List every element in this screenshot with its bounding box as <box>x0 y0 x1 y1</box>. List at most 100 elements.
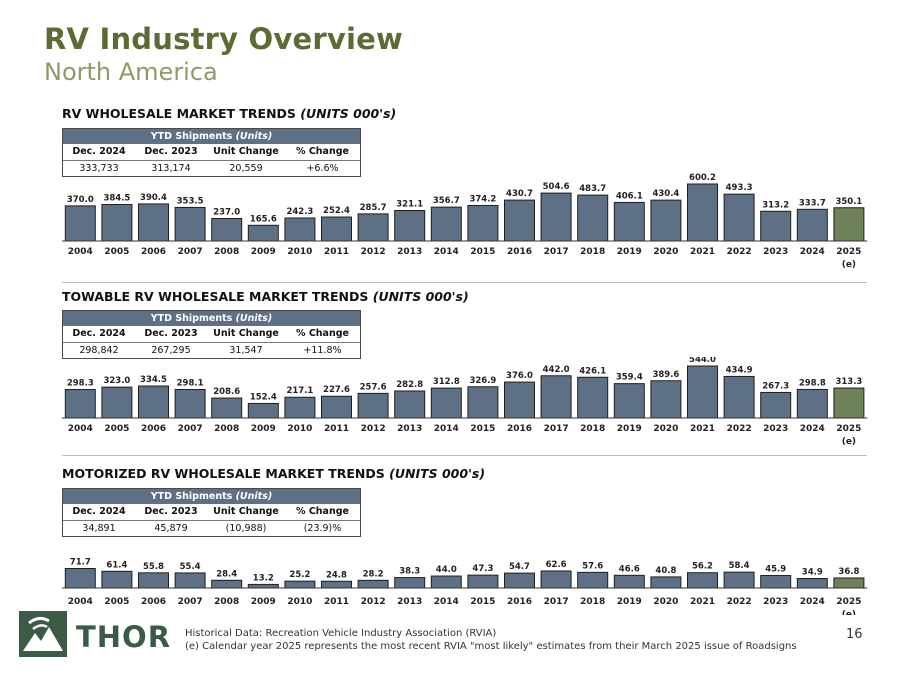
bar-2015 <box>467 386 499 419</box>
tick-label-2012: 2012 <box>361 424 386 434</box>
bar-2012 <box>357 392 389 419</box>
tick-label-2015: 2015 <box>470 424 495 434</box>
bar-2018 <box>577 571 609 589</box>
bar-2009 <box>247 583 279 589</box>
tick-label-2004: 2004 <box>68 247 93 257</box>
tick-label-2009: 2009 <box>251 424 276 434</box>
wholesale-bar-chart: 370.0 2004 384.5 2005 390.4 2006 353.5 2007 237.… <box>62 173 868 270</box>
bar-2013 <box>394 390 426 419</box>
ytd-value-pct-change: +6.6% <box>306 163 339 174</box>
bar-2006 <box>138 572 169 589</box>
bar-2019 <box>613 574 645 589</box>
bar-2006 <box>138 203 169 242</box>
data-label-2022: 58.4 <box>729 561 750 571</box>
tick-label-2021: 2021 <box>690 247 715 257</box>
data-label-2006: 334.5 <box>140 375 167 385</box>
page-number: 16 <box>846 627 863 642</box>
tick-label-2014: 2014 <box>434 247 459 257</box>
ytd-header-unit-change: Unit Change <box>213 506 279 517</box>
data-label-2008: 28.4 <box>216 569 237 579</box>
data-label-2015: 374.2 <box>469 194 496 204</box>
ytd-header-dec-2024: Dec. 2024 <box>72 328 126 339</box>
data-label-2023: 45.9 <box>765 565 786 575</box>
ytd-header-dec-2023: Dec. 2023 <box>144 506 198 517</box>
tick-label-2007: 2007 <box>178 424 203 434</box>
bar-2005 <box>101 386 133 419</box>
bar-2023 <box>760 575 792 589</box>
ytd-value-unit-change: (10,988) <box>225 523 267 534</box>
tick-label-2016: 2016 <box>507 424 532 434</box>
tick-label-2009: 2009 <box>251 247 276 257</box>
section-heading-motorized: MOTORIZED RV WHOLESALE MARKET TRENDS (UN… <box>62 466 485 481</box>
tick-label-2021: 2021 <box>690 424 715 434</box>
data-label-2007: 298.1 <box>177 379 204 389</box>
section-heading-text: TOWABLE RV WHOLESALE MARKET TRENDS <box>62 289 373 304</box>
tick-label-2012: 2012 <box>361 247 386 257</box>
bar-2004 <box>64 388 96 419</box>
data-label-2004: 71.7 <box>70 558 91 568</box>
data-label-2025: 313.3 <box>835 377 862 387</box>
tick-label-2018: 2018 <box>580 424 605 434</box>
tick-label-2022: 2022 <box>727 247 752 257</box>
tick-label-2012: 2012 <box>361 597 386 607</box>
data-label-2012: 28.2 <box>363 569 384 579</box>
ytd-value-dec-2023: 267,295 <box>151 345 191 356</box>
section-heading-units: (UNITS 000's) <box>372 289 469 304</box>
tick-label-2025: 2025 <box>836 424 861 434</box>
tick-label-2014: 2014 <box>434 597 459 607</box>
tick-label-2025: 2025 <box>836 597 861 607</box>
data-label-2006: 55.8 <box>143 562 164 572</box>
ytd-header-pct-change: % Change <box>296 506 349 517</box>
data-label-2023: 267.3 <box>762 381 789 391</box>
tick-label-2018: 2018 <box>580 247 605 257</box>
tick-label-2013: 2013 <box>397 424 422 434</box>
ytd-value-dec-2024: 298,842 <box>79 345 119 356</box>
tick-label-2024: 2024 <box>800 247 825 257</box>
thor-logo-text: THOR <box>76 620 172 654</box>
tick-label-2004: 2004 <box>68 597 93 607</box>
data-label-2021: 544.0 <box>689 357 716 365</box>
data-label-2017: 442.0 <box>543 365 570 375</box>
bar-2017 <box>540 570 572 589</box>
tick-label-2017: 2017 <box>544 597 569 607</box>
ytd-value-unit-change: 20,559 <box>229 163 263 174</box>
bar-2015 <box>467 204 499 242</box>
bar-2008 <box>211 217 243 242</box>
bar-2004 <box>64 205 96 242</box>
bar-2007 <box>174 389 206 419</box>
data-label-2013: 321.1 <box>396 200 423 210</box>
data-label-2018: 483.7 <box>579 184 606 194</box>
page-subtitle: North America <box>44 58 218 86</box>
data-label-2014: 356.7 <box>433 196 460 206</box>
tick-label-2010: 2010 <box>287 247 312 257</box>
tick-estimate-label: (e) <box>842 437 856 447</box>
ytd-header-unit-change: Unit Change <box>213 328 279 339</box>
bar-2007 <box>174 206 206 242</box>
data-label-2023: 313.2 <box>762 200 789 210</box>
data-label-2007: 55.4 <box>180 562 201 572</box>
tick-label-2017: 2017 <box>544 424 569 434</box>
tick-label-2015: 2015 <box>470 597 495 607</box>
tick-label-2022: 2022 <box>727 597 752 607</box>
data-label-2016: 376.0 <box>506 371 533 381</box>
bar-2025 <box>833 577 865 589</box>
section-heading-text: MOTORIZED RV WHOLESALE MARKET TRENDS <box>62 466 390 481</box>
data-label-2018: 426.1 <box>579 366 606 376</box>
bar-2009 <box>247 402 279 419</box>
bar-2010 <box>284 217 316 242</box>
data-label-2012: 285.7 <box>360 203 387 213</box>
ytd-value-pct-change: (23.9)% <box>303 523 342 534</box>
tick-label-2007: 2007 <box>178 597 203 607</box>
ytd-caption: YTD Shipments (Units) <box>63 311 360 326</box>
bar-2017 <box>540 375 572 419</box>
data-label-2024: 34.9 <box>802 568 823 578</box>
data-label-2013: 282.8 <box>396 380 423 390</box>
data-label-2009: 165.6 <box>250 214 277 224</box>
tick-label-2023: 2023 <box>763 424 788 434</box>
tick-label-2005: 2005 <box>104 597 129 607</box>
data-label-2004: 370.0 <box>67 195 94 205</box>
tick-label-2007: 2007 <box>178 247 203 257</box>
data-label-2024: 333.7 <box>799 198 826 208</box>
data-label-2020: 430.4 <box>652 189 679 199</box>
bar-2006 <box>138 385 169 419</box>
